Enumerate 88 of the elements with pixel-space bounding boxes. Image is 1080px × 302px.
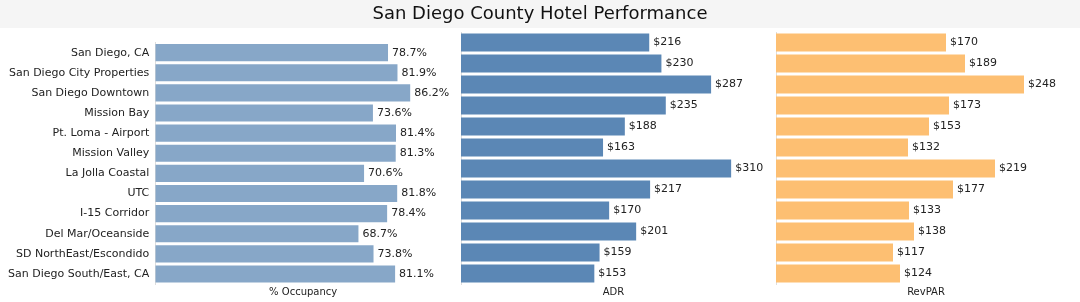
- bar: [155, 44, 389, 62]
- data-label: 68.7%: [362, 226, 398, 240]
- data-label: $177: [957, 182, 985, 196]
- y-tick-label: Mission Valley: [72, 146, 150, 160]
- data-label: $138: [918, 224, 946, 238]
- data-label: 81.1%: [399, 266, 435, 280]
- bar: [155, 245, 374, 263]
- data-label: 81.8%: [401, 186, 437, 200]
- bar: [155, 64, 398, 82]
- bar: [776, 138, 908, 157]
- bar: [461, 222, 637, 241]
- bar: [461, 180, 651, 199]
- data-label: $287: [715, 77, 744, 91]
- bar: [776, 96, 949, 115]
- y-tick-label: UTC: [127, 186, 150, 200]
- x-axis-title: RevPAR: [907, 285, 945, 297]
- y-tick-label: Pt. Loma - Airport: [52, 125, 150, 139]
- bar: [461, 264, 595, 283]
- data-label: $217: [654, 182, 683, 196]
- bar: [461, 33, 650, 52]
- data-label: $201: [640, 224, 669, 238]
- bar: [776, 180, 953, 199]
- bar: [461, 75, 712, 94]
- bar: [776, 243, 893, 262]
- bar: [155, 104, 373, 122]
- y-tick-label: San Diego Downtown: [31, 85, 150, 99]
- bar: [461, 96, 666, 115]
- y-tick-label: La Jolla Coastal: [65, 166, 150, 180]
- bar: [776, 54, 965, 73]
- data-label: $189: [969, 56, 997, 70]
- y-tick-label: Del Mar/Oceanside: [45, 226, 150, 240]
- bar: [155, 144, 396, 162]
- data-label: $153: [598, 266, 627, 280]
- data-label: 81.4%: [400, 125, 435, 139]
- y-tick-label: San Diego City Properties: [8, 65, 150, 79]
- bar: [461, 138, 604, 157]
- data-label: $188: [628, 119, 657, 133]
- bar: [776, 33, 946, 52]
- data-label: $173: [953, 98, 981, 112]
- bar: [461, 54, 662, 73]
- bar: [155, 124, 396, 142]
- bar: [776, 222, 914, 241]
- bar: [461, 243, 600, 262]
- data-label: $153: [933, 119, 961, 133]
- bar: [155, 84, 411, 102]
- y-tick-label: San Diego South/East, CA: [7, 266, 150, 280]
- data-label: 78.7%: [392, 45, 427, 59]
- data-label: $159: [603, 245, 632, 259]
- data-label: $216: [653, 35, 682, 49]
- bar: [155, 184, 398, 203]
- bar: [776, 201, 909, 220]
- data-label: 78.4%: [391, 206, 427, 220]
- x-axis-title: % Occupancy: [269, 285, 338, 297]
- bar: [155, 164, 365, 182]
- bar: [776, 75, 1024, 94]
- data-label: 81.3%: [399, 146, 435, 160]
- data-label: 70.6%: [368, 166, 404, 180]
- bar: [461, 117, 625, 136]
- x-axis-title: ADR: [602, 285, 625, 297]
- y-tick-label: Mission Bay: [84, 105, 150, 119]
- y-tick-label: SD NorthEast/Escondido: [15, 246, 150, 260]
- bar: [461, 201, 610, 220]
- data-label: $248: [1028, 77, 1056, 91]
- data-label: $132: [912, 140, 940, 154]
- data-label: $133: [913, 203, 941, 217]
- bar: [776, 264, 900, 283]
- data-label: $170: [613, 203, 642, 217]
- data-label: $310: [735, 161, 764, 175]
- data-label: $235: [669, 98, 698, 112]
- data-label: $219: [999, 161, 1027, 175]
- bar: [461, 159, 732, 178]
- data-label: 73.8%: [377, 246, 413, 260]
- bar: [776, 117, 929, 136]
- text: San Diego County Hotel Performance: [372, 2, 708, 23]
- data-label: $117: [897, 245, 925, 259]
- bar: [155, 265, 396, 283]
- bar: [776, 159, 995, 178]
- data-label: $170: [950, 35, 978, 49]
- data-label: 73.6%: [376, 105, 412, 119]
- data-label: 81.9%: [401, 65, 437, 79]
- y-tick-label: I-15 Corridor: [80, 206, 150, 220]
- bar: [155, 225, 359, 243]
- data-label: $230: [665, 56, 694, 70]
- data-label: $124: [904, 266, 932, 280]
- bar: [155, 205, 388, 223]
- data-label: $163: [607, 140, 636, 154]
- data-label: 86.2%: [414, 85, 450, 99]
- y-tick-label: San Diego, CA: [70, 45, 150, 59]
